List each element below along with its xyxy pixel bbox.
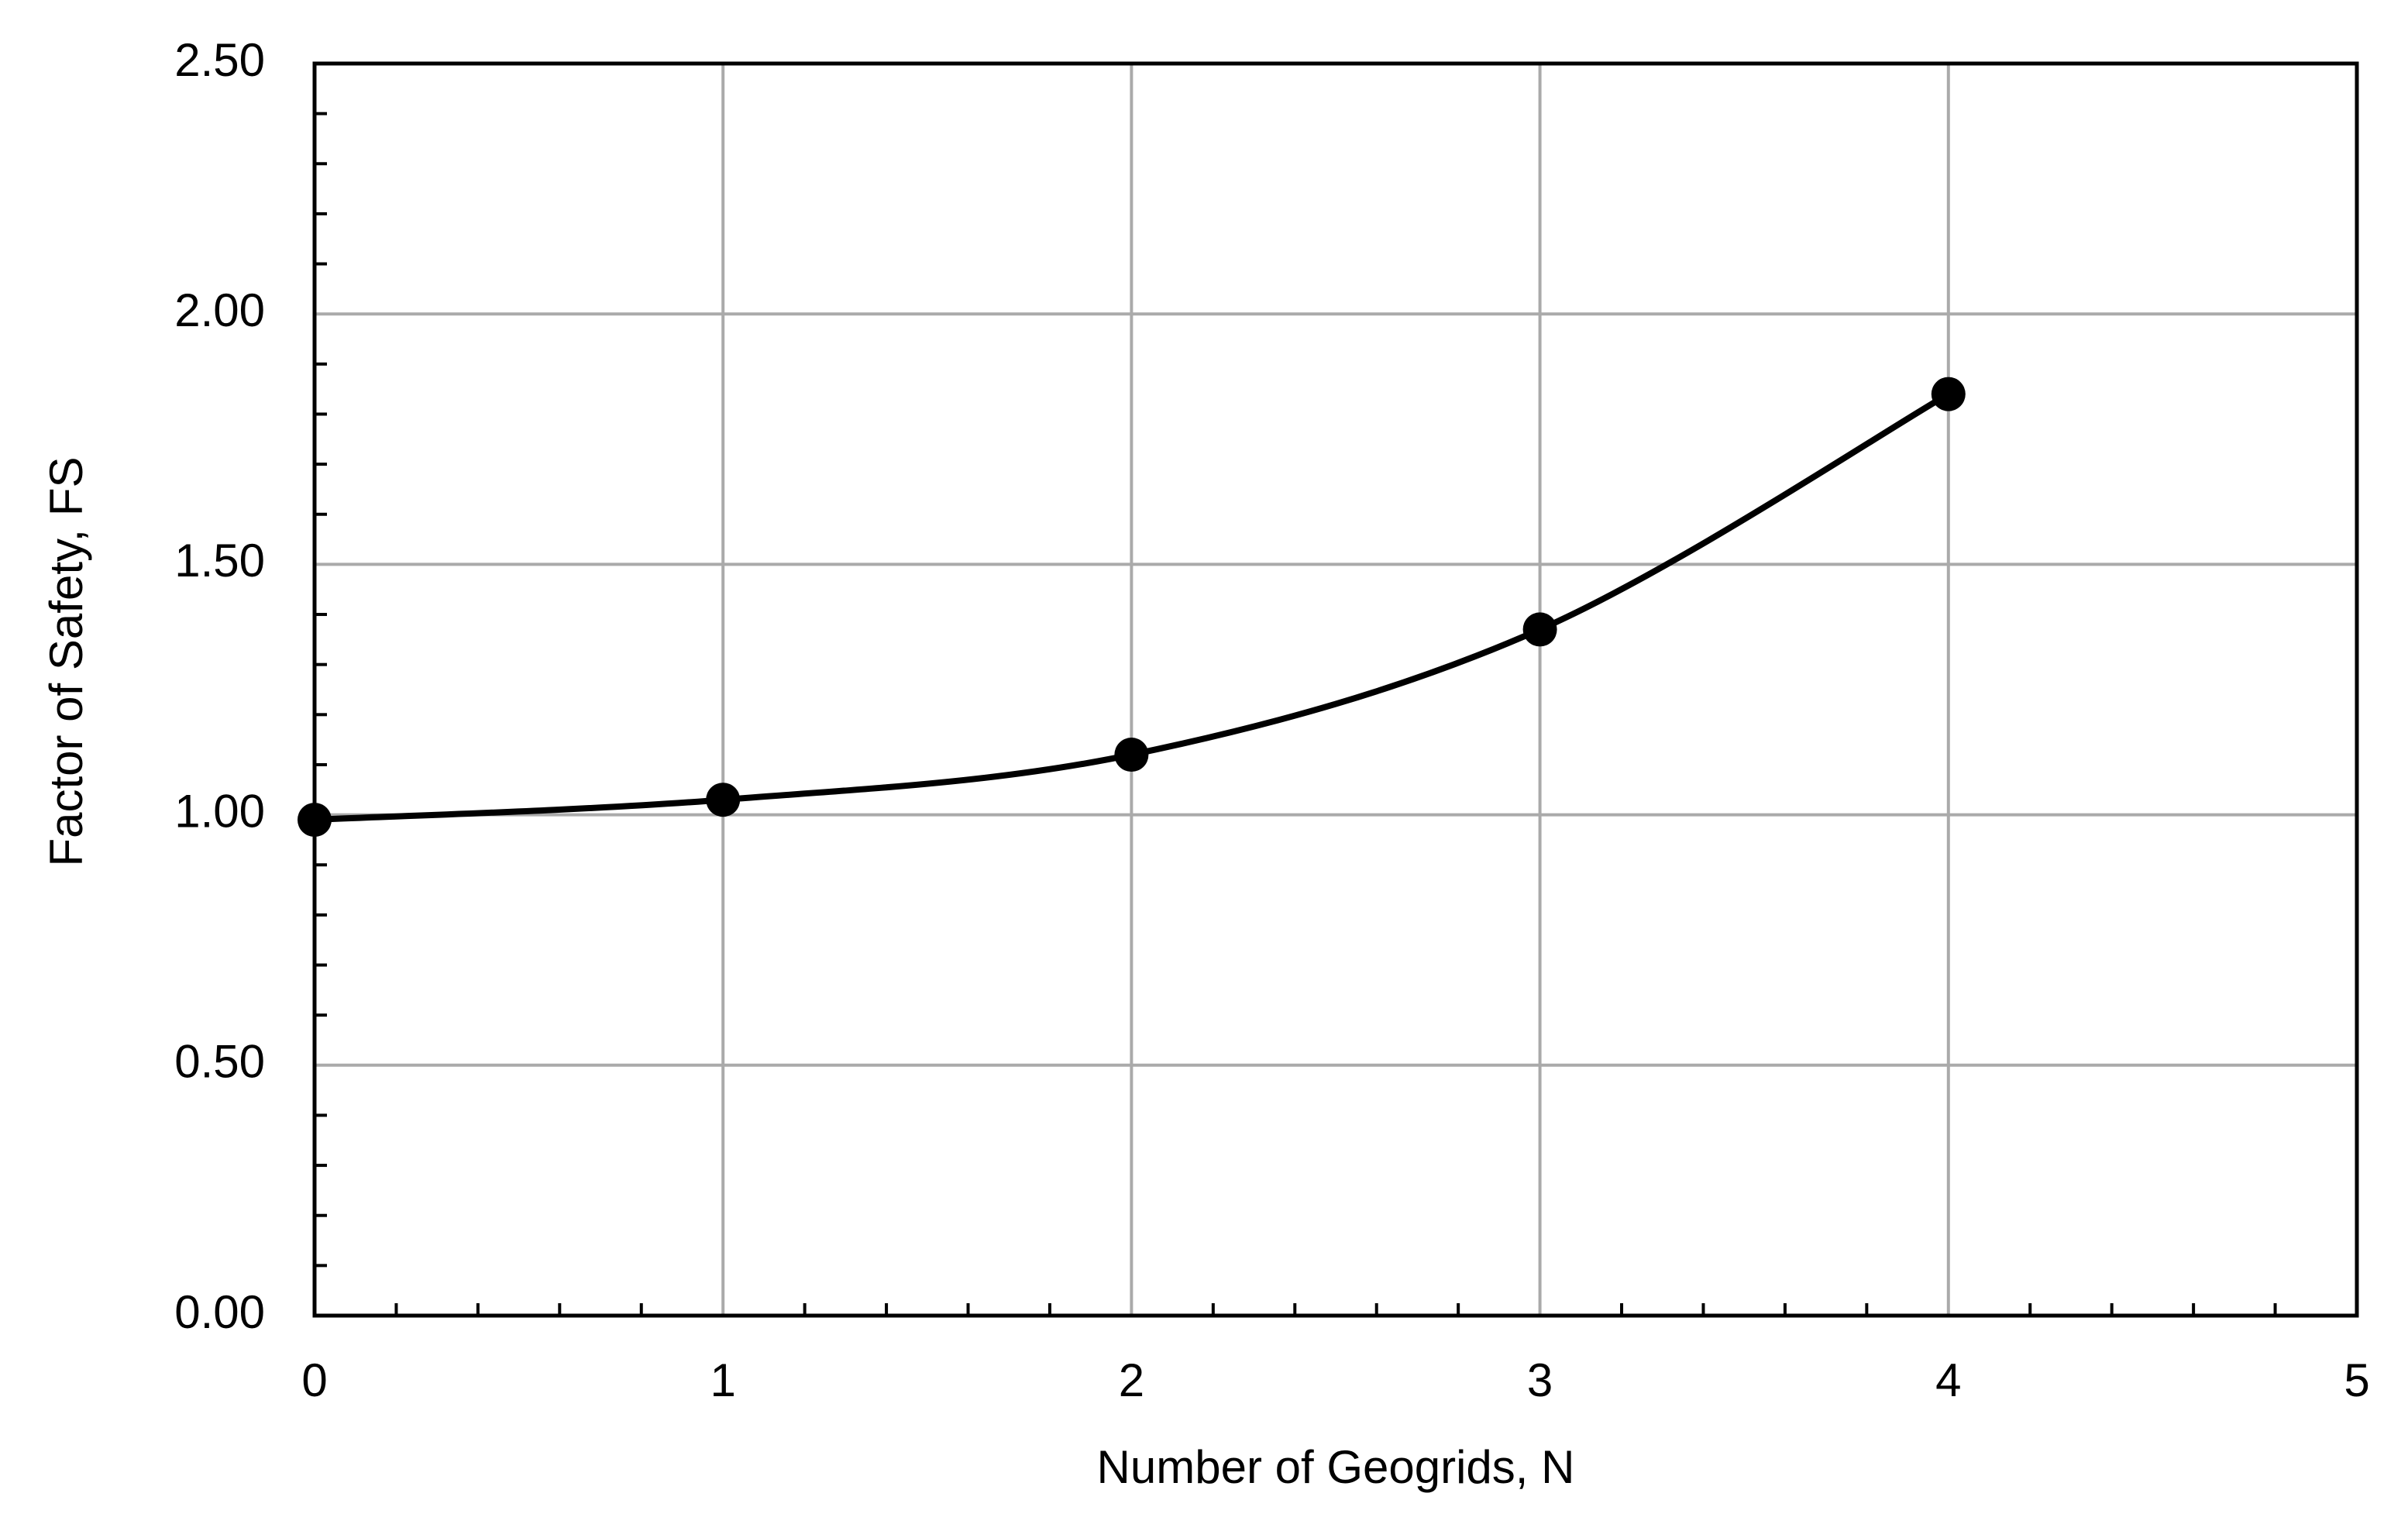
data-point	[298, 803, 332, 838]
x-tick-label: 2	[1119, 1354, 1144, 1406]
y-tick-label: 1.50	[174, 535, 265, 587]
data-point	[1522, 612, 1557, 647]
y-tick-label: 0.50	[174, 1036, 265, 1088]
x-tick-label: 4	[1935, 1354, 1961, 1406]
y-axis-title: Factor of Safety, FS	[40, 456, 92, 866]
data-point	[1114, 738, 1149, 772]
x-tick-label: 5	[2344, 1354, 2369, 1406]
plot-frame	[312, 61, 2359, 1318]
x-tick-label: 0	[301, 1354, 327, 1406]
x-axis-title: Number of Geogrids, N	[1097, 1441, 1575, 1493]
x-tick-label: 1	[710, 1354, 736, 1406]
y-tick-label: 0.00	[174, 1286, 265, 1338]
x-tick-label: 3	[1527, 1354, 1553, 1406]
data-point	[1931, 377, 1966, 411]
y-tick-label: 2.00	[174, 284, 265, 336]
y-tick-label: 2.50	[174, 34, 265, 86]
data-point	[706, 783, 741, 817]
y-tick-label: 1.00	[174, 785, 265, 837]
